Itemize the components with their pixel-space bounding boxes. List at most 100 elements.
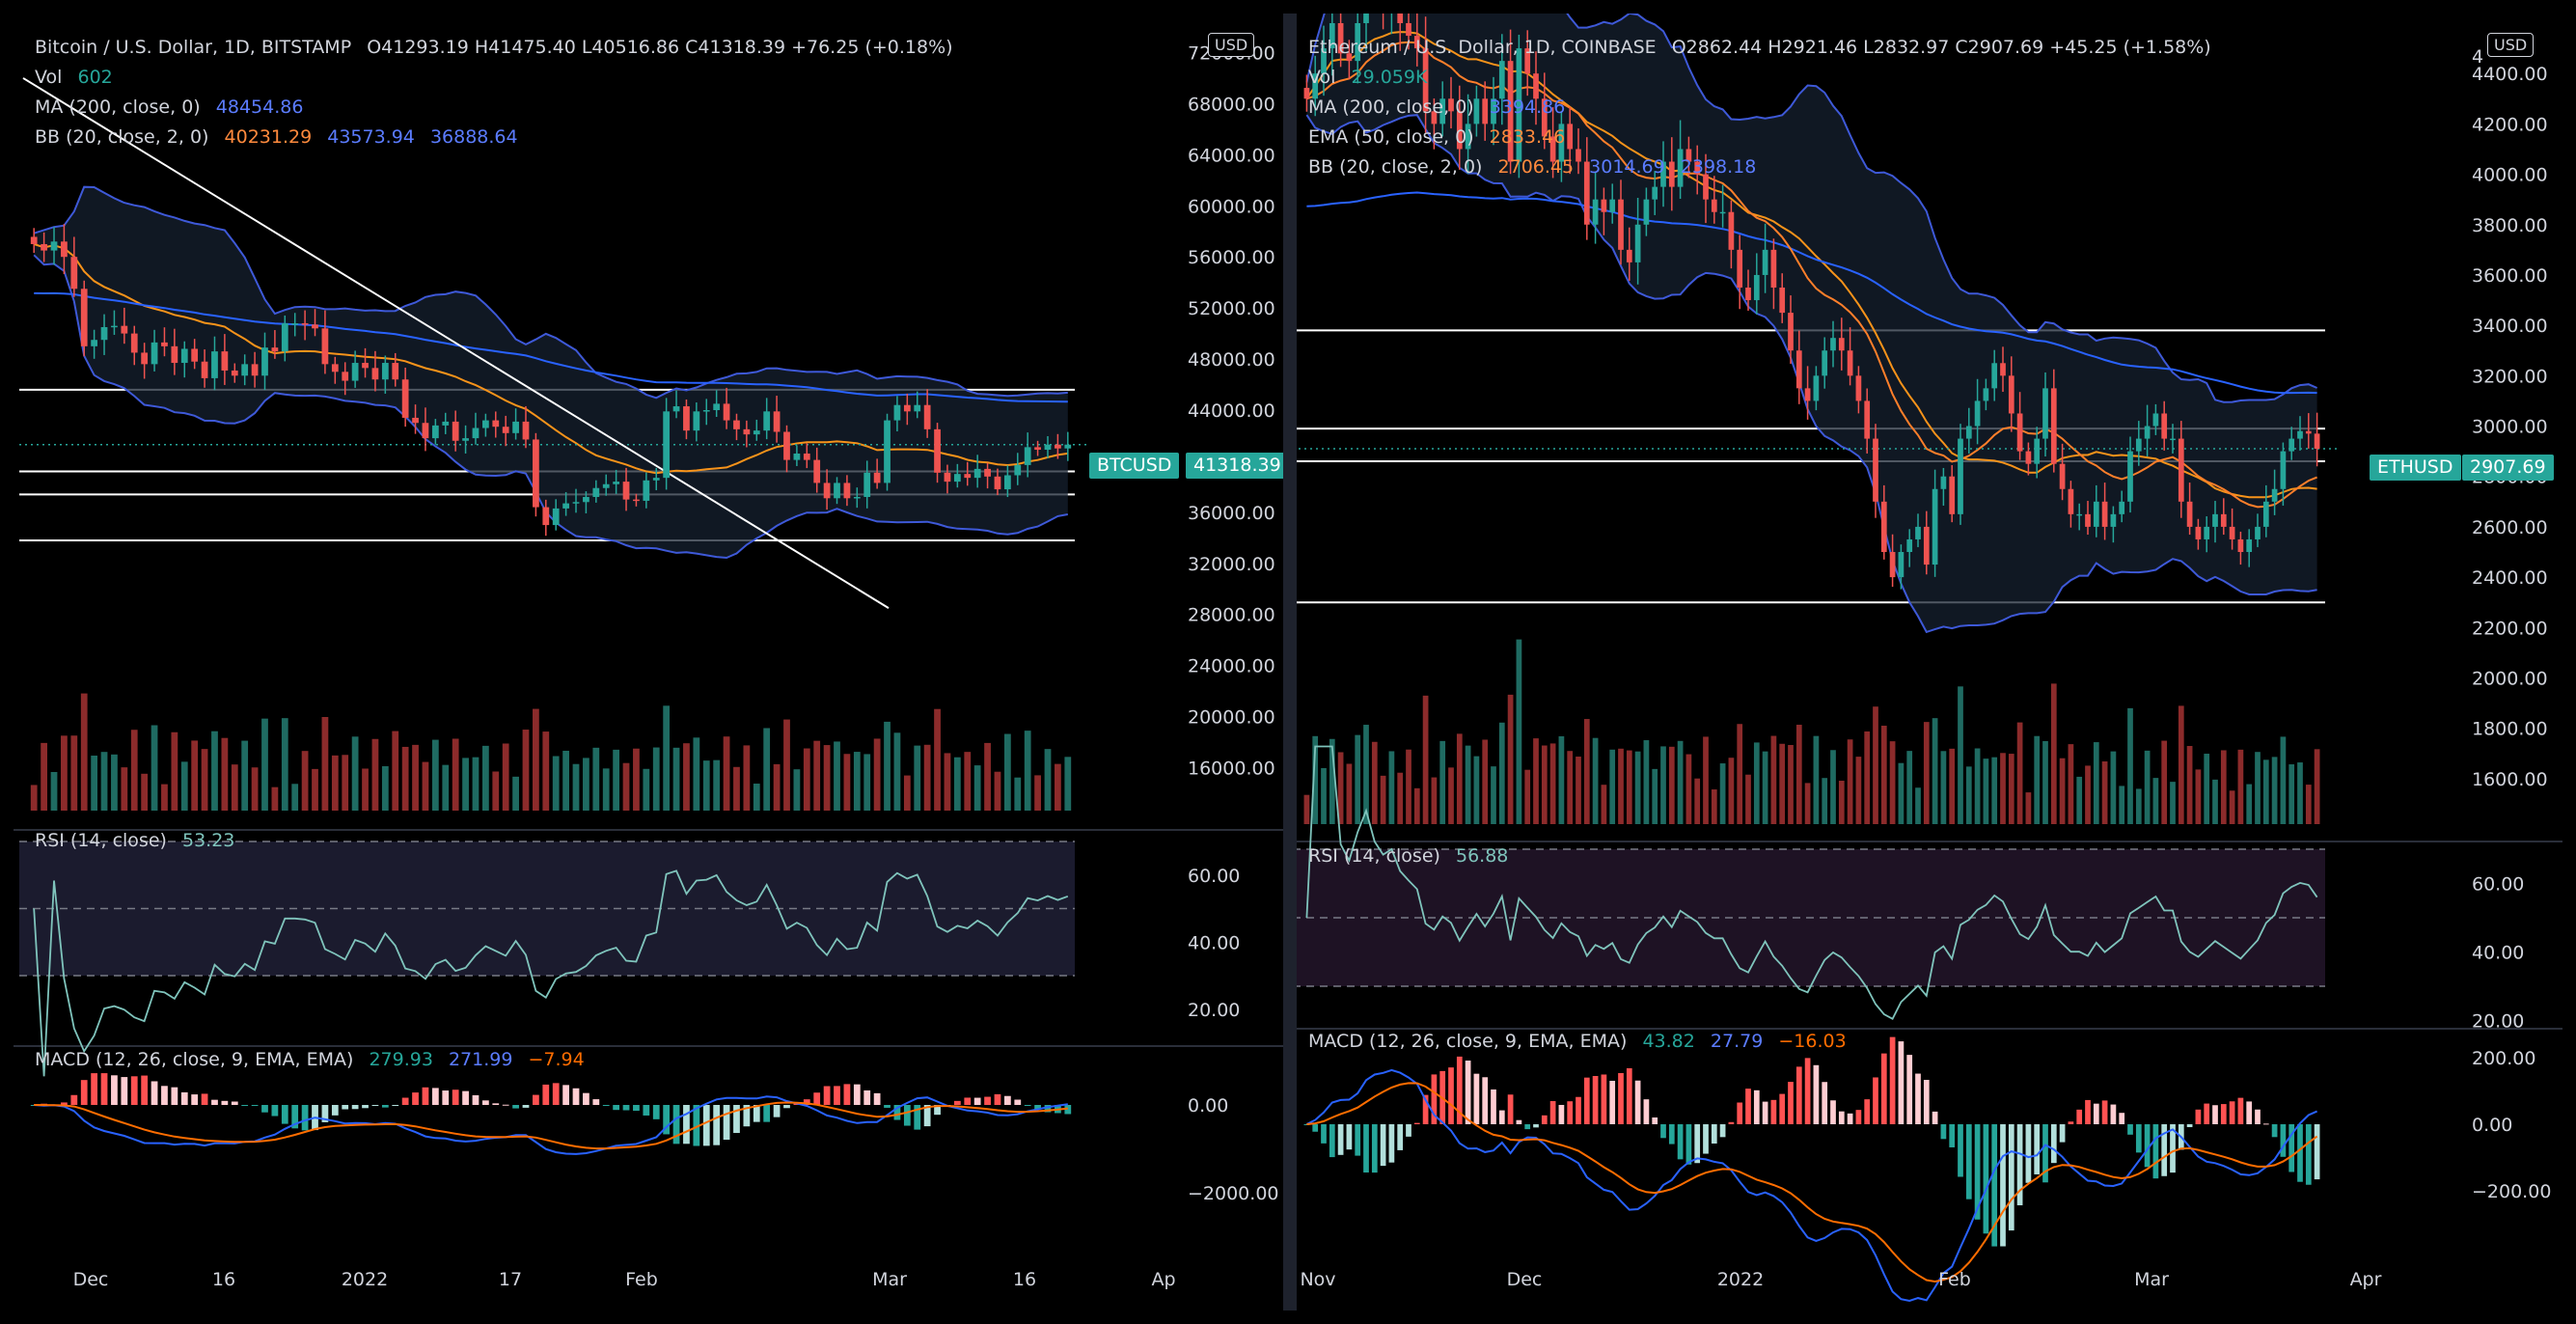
- candle-body: [893, 404, 901, 421]
- btc-bb-row[interactable]: BB (20, close, 2, 0) 40231.29 43573.94 3…: [35, 124, 953, 154]
- btc-symbol-tag: BTCUSD: [1089, 453, 1180, 479]
- volume-bar: [1795, 725, 1802, 824]
- candle-body: [1991, 363, 1998, 389]
- btc-rsi-legend[interactable]: RSI (14, close) 53.23: [35, 830, 234, 851]
- volume-bar: [1940, 751, 1947, 824]
- btc-title-row: Bitcoin / U.S. Dollar, 1D, BITSTAMP O412…: [35, 35, 953, 65]
- price-axis-label: 1800.00: [2472, 719, 2548, 740]
- price-axis-label: 4: [2472, 46, 2483, 68]
- macd-histogram-bar: [2025, 1124, 2032, 1183]
- eth-ma-row[interactable]: MA (200, close, 0) 3394.86: [1308, 95, 2211, 124]
- btc-ma-row[interactable]: MA (200, close, 0) 48454.86: [35, 95, 953, 124]
- btc-symbol-title[interactable]: Bitcoin / U.S. Dollar, 1D, BITSTAMP: [35, 37, 352, 58]
- candle-body: [843, 483, 851, 499]
- eth-vol-row[interactable]: Vol 29.059K: [1308, 65, 2211, 95]
- volume-bar: [301, 751, 309, 811]
- eth-rsi-legend[interactable]: RSI (14, close) 56.88: [1308, 845, 1508, 867]
- volume-bar: [1498, 722, 1505, 824]
- macd-histogram-bar: [2297, 1124, 2303, 1182]
- btc-chart-pane[interactable]: 72000.0068000.0064000.0060000.0056000.00…: [14, 14, 1283, 1310]
- volume-bar: [1906, 751, 1913, 824]
- macd-histogram-bar: [733, 1105, 740, 1134]
- macd-histogram-bar: [1422, 1094, 1429, 1124]
- candle-body: [1055, 444, 1061, 449]
- macd-histogram-bar: [2161, 1124, 2168, 1176]
- time-axis-label: Nov: [1300, 1269, 1335, 1290]
- price-axis-label: 3400.00: [2472, 316, 2548, 337]
- btc-vol-row[interactable]: Vol 602: [35, 65, 953, 95]
- btc-ohlc-values: O41293.19 H41475.40 L40516.86 C41318.39 …: [367, 37, 953, 58]
- macd-histogram-bar: [1541, 1115, 1548, 1124]
- volume-bar: [201, 749, 208, 811]
- eth-macd-legend[interactable]: MACD (12, 26, close, 9, EMA, EMA) 43.82 …: [1308, 1031, 1847, 1052]
- rsi-axis-label: 20.00: [2472, 1011, 2524, 1033]
- macd-histogram-bar: [251, 1105, 259, 1106]
- macd-histogram-bar: [2135, 1124, 2142, 1153]
- macd-histogram-bar: [91, 1073, 98, 1105]
- macd-histogram-bar: [1634, 1080, 1641, 1124]
- candle-body: [70, 257, 78, 290]
- volume-bar: [613, 749, 620, 811]
- rsi-axis-label: 60.00: [2472, 874, 2524, 896]
- eth-symbol-title[interactable]: Ethereum / U.S. Dollar, 1D, COINBASE: [1308, 37, 1657, 58]
- candle-body: [431, 425, 439, 439]
- btc-macd-legend[interactable]: MACD (12, 26, close, 9, EMA, EMA) 279.93…: [35, 1049, 585, 1070]
- candle-body: [783, 431, 790, 460]
- candle-body: [401, 379, 409, 418]
- eth-currency-button[interactable]: USD: [2487, 33, 2535, 57]
- volume-bar: [321, 716, 329, 811]
- candle-body: [1541, 98, 1548, 137]
- volume-bar: [2135, 788, 2142, 824]
- macd-histogram-bar: [1465, 1061, 1471, 1124]
- bollinger-basis-line: [33, 243, 1068, 475]
- volume-bar: [1380, 775, 1386, 824]
- pane-divider[interactable]: [1283, 14, 1297, 1310]
- volume-bar: [1788, 744, 1794, 824]
- volume-bar: [1804, 783, 1811, 824]
- candle-body: [863, 472, 871, 497]
- eth-bb-lower-value: 2398.18: [1680, 156, 1757, 178]
- btc-chart-canvas[interactable]: 72000.0068000.0064000.0060000.0056000.00…: [14, 14, 1283, 1310]
- volume-bar: [923, 744, 931, 811]
- volume-bar: [1932, 718, 1938, 824]
- volume-bar: [502, 743, 509, 811]
- candle-body: [2144, 426, 2151, 439]
- eth-ema-row[interactable]: EMA (50, close, 0) 2833.46: [1308, 124, 2211, 154]
- candle-body: [1626, 249, 1632, 262]
- candle-body: [1855, 375, 1862, 401]
- volume-bar: [2229, 790, 2235, 824]
- macd-histogram-bar: [1473, 1073, 1480, 1124]
- volume-bar: [1880, 726, 1887, 824]
- candle-body: [1703, 174, 1709, 200]
- candle-body: [964, 474, 972, 479]
- btc-currency-button[interactable]: USD: [1208, 33, 1255, 57]
- candle-body: [733, 420, 740, 429]
- macd-histogram-bar: [1685, 1124, 1692, 1165]
- volume-bar: [823, 745, 831, 811]
- macd-histogram-bar: [1795, 1066, 1802, 1124]
- candle-body: [1737, 249, 1743, 288]
- price-axis-label: 36000.00: [1188, 503, 1275, 524]
- candle-body: [331, 364, 339, 372]
- macd-histogram-bar: [171, 1087, 178, 1105]
- volume-bar: [572, 763, 580, 811]
- volume-bar: [793, 769, 801, 811]
- macd-histogram-bar: [1873, 1077, 1878, 1124]
- eth-bb-row[interactable]: BB (20, close, 2, 0) 2706.45 3014.69 239…: [1308, 154, 2211, 184]
- macd-histogram-bar: [431, 1088, 439, 1105]
- eth-chart-canvas[interactable]: 4400.004200.004000.003800.003600.003400.…: [1297, 14, 2562, 1310]
- eth-chart-pane[interactable]: 4400.00 4200.00 4000.00 3800.00 3600.00 3400.…: [1297, 14, 2562, 1310]
- candle-body: [1044, 444, 1052, 451]
- time-axis-label: 17: [499, 1269, 522, 1290]
- volume-bar: [351, 736, 359, 811]
- macd-histogram-bar: [2271, 1124, 2278, 1138]
- macd-histogram-bar: [1745, 1089, 1751, 1124]
- volume-bar: [392, 731, 399, 811]
- candle-body: [1397, 14, 1404, 23]
- macd-histogram-bar: [2314, 1124, 2320, 1180]
- macd-histogram-bar: [853, 1084, 861, 1105]
- candle-body: [1549, 136, 1556, 162]
- macd-histogram-bar: [392, 1105, 399, 1106]
- candle-body: [141, 352, 149, 365]
- volume-bar: [934, 708, 941, 811]
